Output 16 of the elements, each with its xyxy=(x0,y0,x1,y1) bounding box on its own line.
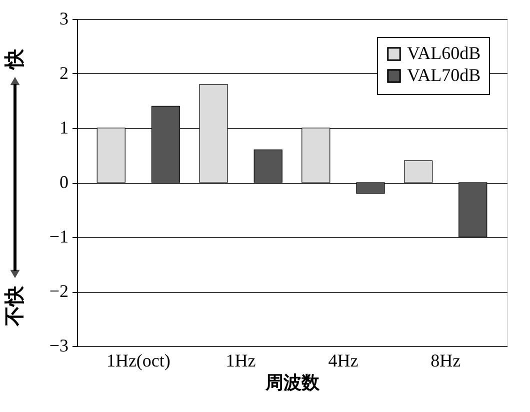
text: 不快 xyxy=(2,285,26,327)
y-tick-label: −3 xyxy=(49,336,68,356)
text: 快 xyxy=(2,48,26,71)
x-tick-label: 4Hz xyxy=(328,350,358,370)
x-tick-label: 8Hz xyxy=(430,350,461,370)
legend-label: VAL60dB xyxy=(407,43,481,63)
x-tick-label: 1Hz(oct) xyxy=(106,350,170,370)
y-tick-label: 0 xyxy=(60,172,68,192)
x-axis-title: 周波数 xyxy=(264,372,320,394)
legend-label: VAL70dB xyxy=(407,65,481,85)
y-tick-label: 1 xyxy=(60,118,68,138)
x-tick-label: 1Hz xyxy=(226,350,256,370)
y-tick-label: −1 xyxy=(49,226,68,246)
y-tick-label: 2 xyxy=(60,63,68,83)
y-tick-label: −2 xyxy=(49,281,68,301)
y-tick-label: 3 xyxy=(60,8,68,28)
